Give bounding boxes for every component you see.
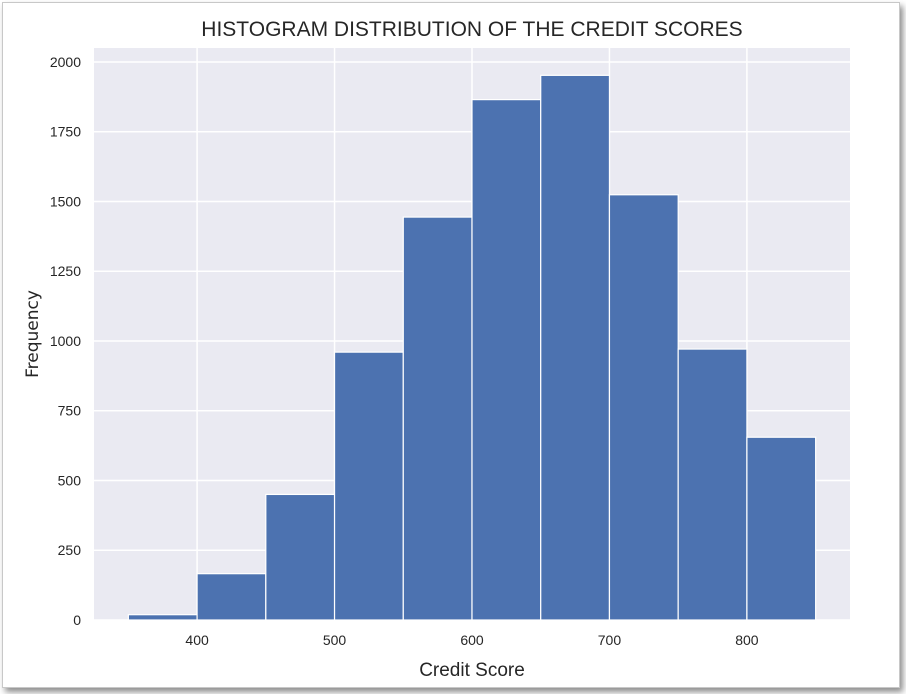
y-axis-label: Frequency (23, 290, 43, 378)
histogram-bar (402, 216, 473, 621)
x-tick-label: 400 (185, 632, 209, 648)
x-tick-label: 600 (460, 632, 484, 648)
histogram-bar (333, 351, 404, 621)
y-tick-label: 0 (73, 612, 81, 628)
histogram-bar (127, 614, 198, 621)
x-tick-labels: 400 500 600 700 800 (185, 632, 758, 648)
histogram-bar (196, 573, 267, 621)
y-tick-label: 750 (58, 403, 82, 419)
histogram-bar (540, 74, 611, 621)
x-tick-label: 800 (735, 632, 759, 648)
y-tick-label: 1250 (50, 263, 81, 279)
x-axis-label: Credit Score (419, 660, 525, 681)
x-tick-label: 500 (323, 632, 347, 648)
histogram-bars (127, 74, 817, 621)
histogram-bar (608, 194, 679, 621)
histogram-bar (471, 99, 542, 621)
y-tick-labels: 0 250 500 750 1000 1250 1500 1750 2000 (50, 54, 81, 628)
y-tick-label: 250 (58, 542, 82, 558)
histogram-bar (677, 348, 748, 621)
y-tick-label: 2000 (50, 54, 81, 70)
y-tick-label: 1750 (50, 124, 81, 140)
y-tick-label: 1000 (50, 333, 81, 349)
y-tick-label: 500 (58, 472, 82, 488)
histogram-bar (265, 493, 336, 621)
x-tick-label: 700 (598, 632, 622, 648)
y-tick-label: 1500 (50, 193, 81, 209)
histogram-bar (746, 436, 817, 621)
chart-title: HISTOGRAM DISTRIBUTION OF THE CREDIT SCO… (201, 18, 742, 41)
